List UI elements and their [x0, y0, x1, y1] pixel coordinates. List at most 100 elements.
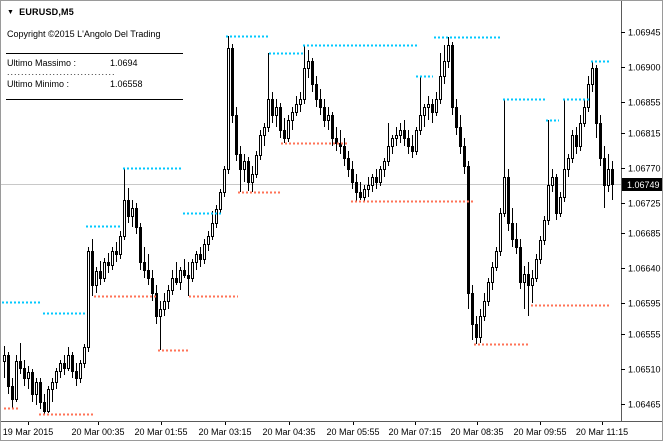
- symbol-selector[interactable]: ▼ EURUSD,M5: [7, 7, 74, 17]
- bull-candle-body: [423, 107, 426, 116]
- ultimo-minimo-value: 1.06558: [110, 79, 143, 89]
- bear-candle-body: [235, 115, 238, 155]
- bull-candle-body: [327, 115, 330, 121]
- bull-candle-body: [27, 372, 30, 379]
- bear-candle-body: [43, 402, 46, 412]
- bull-candle-body: [295, 104, 298, 113]
- bear-candle-body: [355, 182, 358, 193]
- bull-candle-body: [243, 161, 246, 170]
- bear-candle-body: [407, 138, 410, 147]
- bull-candle-body: [255, 155, 258, 175]
- bull-candle-body: [291, 112, 294, 121]
- bear-candle-body: [127, 200, 130, 217]
- bear-candle-body: [599, 123, 602, 159]
- bull-candle-body: [379, 169, 382, 183]
- bull-candle-body: [363, 189, 366, 198]
- price-tick-label: 1.06900: [628, 63, 661, 73]
- panel-divider-top: [6, 53, 183, 54]
- bear-candle-body: [239, 154, 242, 170]
- bull-candle-body: [559, 197, 562, 214]
- bull-candle-body: [399, 130, 402, 136]
- bear-candle-body: [75, 371, 78, 379]
- bull-candle-body: [299, 99, 302, 105]
- bull-candle-body: [179, 270, 182, 283]
- bull-candle-body: [495, 251, 498, 268]
- bull-candle-body: [59, 363, 62, 372]
- bear-candle-body: [99, 271, 102, 279]
- bull-candle-body: [191, 262, 194, 279]
- bear-candle-body: [431, 104, 434, 113]
- bull-candle-body: [15, 361, 18, 400]
- bear-candle-body: [519, 247, 522, 283]
- bull-candle-body: [419, 115, 422, 131]
- bear-candle-body: [115, 251, 118, 255]
- bear-candle-body: [71, 355, 74, 372]
- bull-candle-body: [3, 355, 6, 362]
- symbol-label: EURUSD,M5: [19, 7, 74, 17]
- bull-candle-body: [267, 99, 270, 128]
- bear-candle-body: [151, 278, 154, 294]
- bear-candle-body: [11, 386, 14, 400]
- bear-candle-body: [63, 363, 66, 369]
- bull-candle-body: [227, 48, 230, 170]
- bear-candle-body: [507, 177, 510, 224]
- bear-candle-body: [23, 368, 26, 379]
- bull-candle-body: [367, 185, 370, 190]
- bear-candle-body: [467, 166, 470, 294]
- bull-candle-body: [51, 382, 54, 390]
- bull-candle-body: [167, 290, 170, 302]
- bull-candle-body: [47, 389, 50, 412]
- ultimo-massimo-value: 1.0694: [110, 58, 138, 68]
- bear-candle-body: [91, 251, 94, 286]
- time-tick-label: 20 Mar 05:55: [326, 427, 379, 437]
- bull-candle-body: [479, 316, 482, 338]
- bull-candle-body: [263, 127, 266, 136]
- time-tick-label: 20 Mar 11:15: [576, 427, 628, 437]
- bull-candle-body: [131, 208, 134, 217]
- bull-candle-body: [551, 177, 554, 186]
- bear-candle-body: [611, 169, 614, 185]
- ultimo-massimo-label: Ultimo Massimo :: [7, 58, 77, 68]
- bull-candle-body: [579, 123, 582, 147]
- bear-candle-body: [375, 177, 378, 183]
- bear-candle-body: [511, 223, 514, 240]
- bear-candle-body: [451, 45, 454, 108]
- bear-candle-body: [315, 84, 318, 100]
- bull-candle-body: [67, 355, 70, 369]
- bull-candle-body: [607, 169, 610, 186]
- bear-candle-body: [147, 270, 150, 279]
- bull-candle-body: [259, 135, 262, 156]
- bear-candle-body: [455, 107, 458, 128]
- ultimo-minimo-label: Ultimo Minimo :: [7, 79, 70, 89]
- bull-candle-body: [583, 107, 586, 124]
- bear-candle-body: [155, 293, 158, 317]
- bull-candle-body: [211, 223, 214, 237]
- bear-candle-body: [471, 293, 474, 325]
- bull-candle-body: [531, 278, 534, 286]
- bull-candle-body: [159, 309, 162, 317]
- bull-candle-body: [123, 200, 126, 237]
- bull-candle-body: [83, 347, 86, 364]
- bear-candle-body: [283, 130, 286, 139]
- bull-candle-body: [119, 236, 122, 255]
- bear-candle-body: [515, 239, 518, 248]
- bear-candle-body: [403, 130, 406, 139]
- bull-candle-body: [251, 174, 254, 183]
- bull-candle-body: [483, 301, 486, 317]
- bear-candle-body: [7, 355, 10, 387]
- copyright-text: Copyright ©2015 L'Angolo Del Trading: [7, 29, 161, 39]
- bull-candle-body: [275, 107, 278, 116]
- time-tick-label: 20 Mar 04:35: [262, 427, 315, 437]
- bull-candle-body: [171, 278, 174, 291]
- bull-candle-body: [95, 271, 98, 286]
- bear-candle-body: [603, 158, 606, 186]
- bull-candle-body: [447, 45, 450, 62]
- bear-candle-body: [183, 270, 186, 276]
- bull-candle-body: [219, 192, 222, 210]
- bear-candle-body: [331, 115, 334, 139]
- bear-candle-body: [359, 192, 362, 198]
- bear-candle-body: [311, 61, 314, 85]
- bull-candle-body: [523, 274, 526, 283]
